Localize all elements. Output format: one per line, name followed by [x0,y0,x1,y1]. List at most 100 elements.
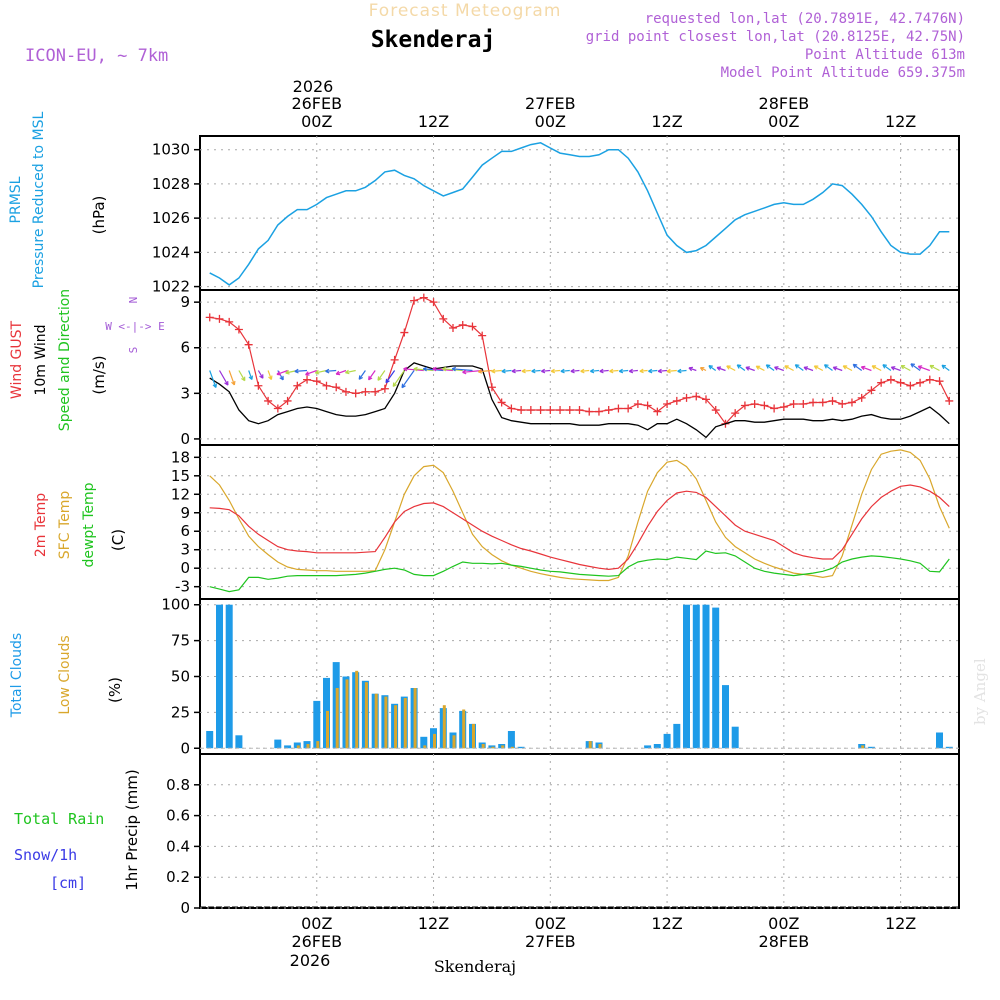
panel-label: PRMSL [8,176,24,223]
gust-point [799,399,808,408]
panel-unit: (%) [106,677,124,703]
wind-arrow [580,368,590,374]
compass-south: S [127,347,140,354]
gust-point [672,396,681,405]
gust-point [244,340,253,349]
low-cloud-bar [306,744,310,749]
compass-north: N [127,297,140,304]
bottom-time-label: 00Z [535,914,566,933]
top-date-label: 26FEB [291,94,342,113]
wind-arrow [860,365,872,372]
sfc-temp-line [209,449,950,582]
wind-speed-line [209,362,950,439]
wind-arrow [882,364,892,371]
gust-point [205,313,214,322]
y-tick-label: 0.6 [166,807,190,825]
y-tick-label: 9 [180,293,190,311]
snow-unit-label: [cm] [50,874,86,892]
wind-arrow [823,364,833,371]
panel-label: SFC Temp [57,491,73,560]
panel-label: Speed and Direction [57,289,73,431]
wind-arrow [305,369,318,376]
top-time-label: 00Z [535,112,566,131]
top-time-label: 00Z [301,112,332,131]
gust-point [711,406,720,415]
wind-arrow [910,363,921,371]
gust-point [624,404,633,413]
wind-arrow [900,365,911,372]
low-cloud-bar [374,693,378,749]
gust-point [546,406,555,415]
wind-arrow [813,365,824,372]
model-altitude: Model Point Altitude 659.375m [721,65,965,81]
total-cloud-bar [867,746,875,749]
requested-coords: requested lon,lat (20.7891E, 42.7476N) [645,11,965,27]
y-tick-label: 12 [171,485,190,503]
panel-unit: (hPa) [90,196,108,235]
wind-arrow [228,370,236,386]
wind-arrow [917,365,931,372]
gust-point [867,386,876,395]
y-tick-label: 1028 [152,175,190,193]
y-tick-label: 3 [180,384,190,402]
y-tick-label: 0.4 [166,837,190,855]
y-tick-label: 1024 [152,243,190,261]
y-tick-label: 1030 [152,141,190,159]
top-time-label: 12Z [885,112,916,131]
wind-arrow [401,370,415,389]
gust-point [526,406,535,415]
gust-point [536,406,545,415]
gust-point [760,401,769,410]
panel-label: Total Clouds [9,633,25,718]
wind-arrow [368,370,376,381]
gust-point [633,399,642,408]
total-cloud-bar [206,731,214,749]
snow-label: Snow/1h [14,846,77,864]
gust-point [429,298,438,307]
wind-arrow [377,370,386,381]
wind-arrow [929,364,940,372]
total-cloud-bar [274,739,282,749]
wind-arrow [521,368,531,374]
low-cloud-bar [861,745,865,749]
y-tick-label: 6 [180,522,190,540]
panel-label: Low Clouds [57,635,73,714]
gust-point [750,399,759,408]
top-date-label: 27FEB [525,94,576,113]
y-tick-label: 6 [180,339,190,357]
subtitle: Forecast Meteogram [369,1,562,21]
wind-arrow [345,369,356,375]
panel-label: Pressure Reduced to MSL [31,111,47,288]
gust-point [332,383,341,392]
bottom-date-label: 26FEB [291,932,342,951]
wind-arrow [708,365,717,371]
panel-label: Wind GUST [9,320,25,399]
gust-point [283,396,292,405]
total-cloud-bar [644,745,652,749]
gust-point [312,377,321,386]
total-cloud-bar [653,744,661,749]
point-altitude: Point Altitude 613m [805,47,965,63]
gust-point [925,375,934,384]
gust-point [818,398,827,407]
wind-arrow [589,368,600,374]
bottom-time-label: 00Z [301,914,332,933]
y-tick-label: 75 [171,632,190,650]
gust-point [594,407,603,416]
low-cloud-bar [462,709,466,749]
y-tick-label: 0.8 [166,776,190,794]
panel-frame [199,135,960,291]
gust-point [877,378,886,387]
gust-point [945,396,954,405]
low-cloud-bar [423,745,427,749]
gust-point [565,406,574,415]
gust-point [449,323,457,332]
wind-arrow [403,366,424,372]
gust-point [507,404,516,413]
low-cloud-bar [326,710,329,749]
wind-arrow [765,364,775,371]
temp2m-line [209,484,950,571]
gust-line [209,296,950,425]
low-cloud-bar [598,744,602,749]
gust-point [419,293,428,302]
